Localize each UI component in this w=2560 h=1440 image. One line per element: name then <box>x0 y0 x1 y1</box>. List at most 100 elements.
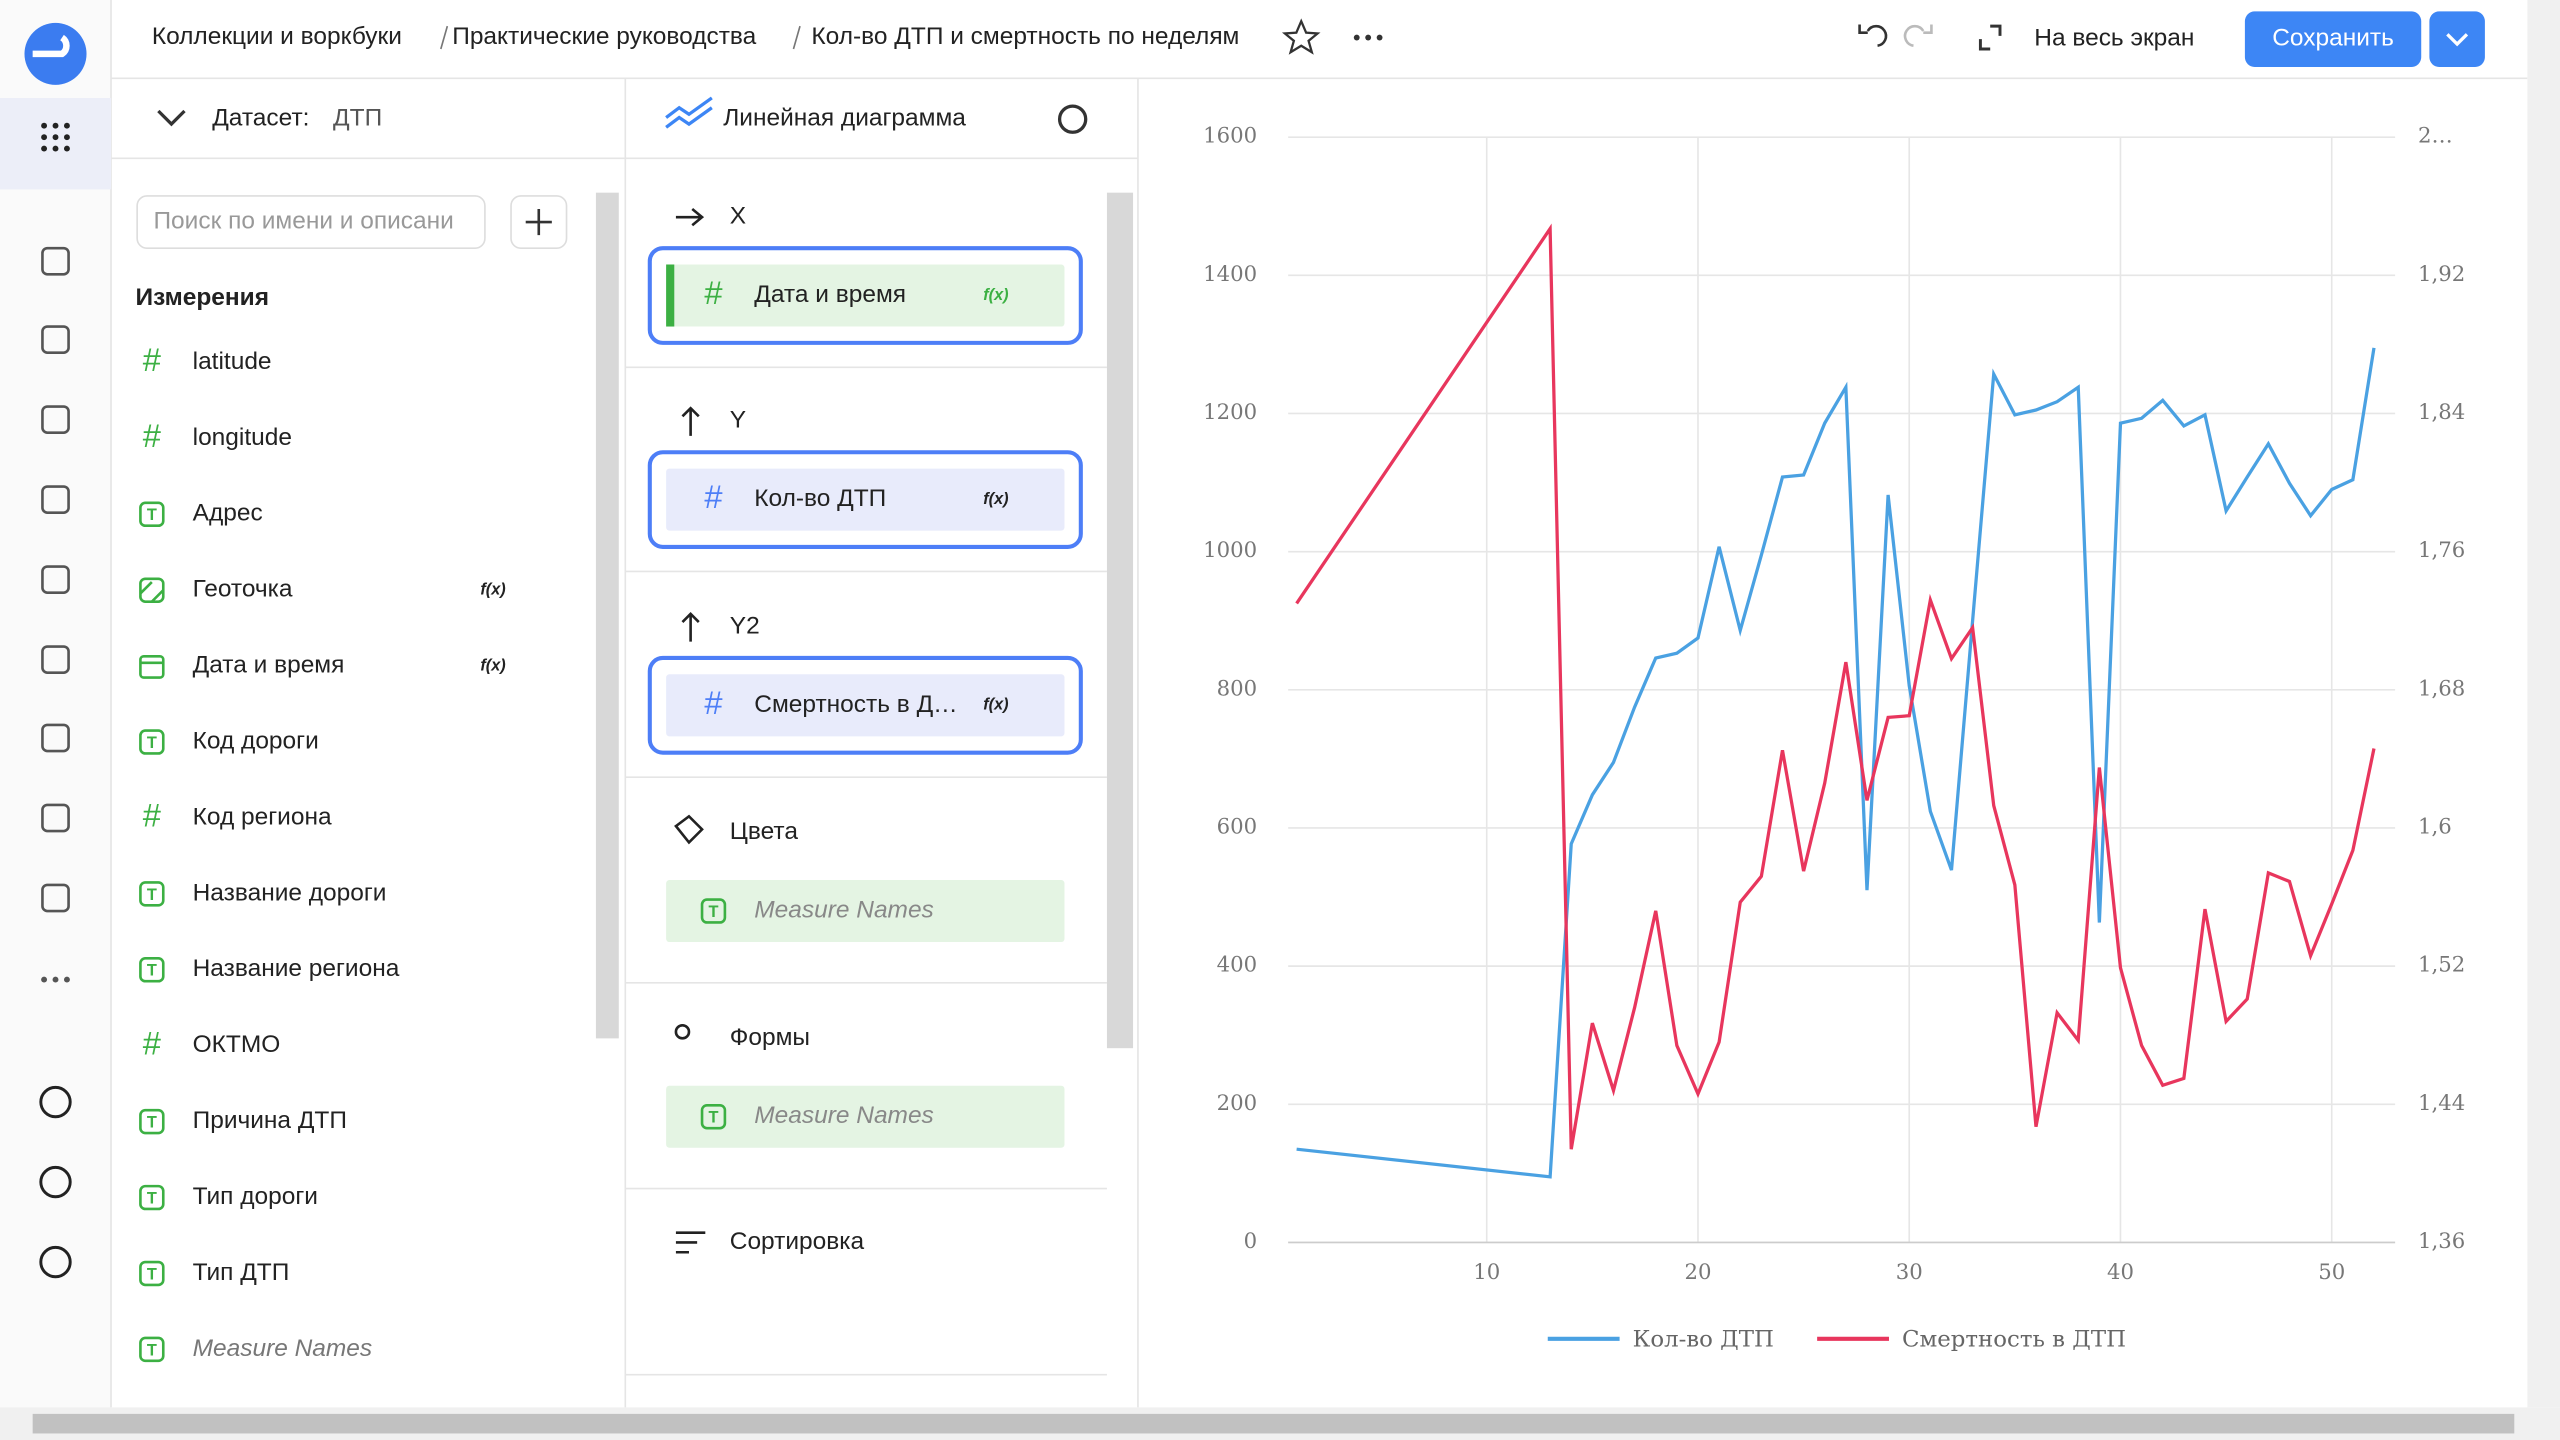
formula-badge: f(x) <box>983 286 1008 304</box>
field-name[interactable]: Measure Names <box>193 1335 373 1362</box>
scroll-thumb[interactable] <box>1106 192 1134 1049</box>
field-icon-frame <box>700 1104 727 1130</box>
redo-icon[interactable] <box>1903 24 1933 48</box>
scroll-thumb[interactable] <box>595 192 619 1039</box>
field-drop-frame <box>647 655 1083 755</box>
field-chip[interactable] <box>666 674 1065 737</box>
y2-tick-label: 1,36 <box>2418 1229 2465 1254</box>
section-title: Сортировка <box>730 1228 865 1255</box>
field-name[interactable]: Геоточка <box>193 576 293 603</box>
field-name[interactable]: longitude <box>193 424 292 451</box>
nav-icon[interactable] <box>41 723 70 753</box>
nav-icon[interactable] <box>41 405 70 434</box>
nav-icon[interactable] <box>41 565 70 594</box>
field-name: Measure Names <box>754 1102 934 1129</box>
nav-icon[interactable] <box>41 485 70 514</box>
chart-type[interactable]: Линейная диаграмма <box>723 105 966 132</box>
field-icon: T <box>147 506 157 524</box>
legend-label[interactable]: Смертность в ДТП <box>1902 1326 2126 1352</box>
nav-more-dot[interactable] <box>41 976 48 983</box>
dataset-name[interactable]: ДТП <box>333 105 382 132</box>
field-name[interactable]: Дата и время <box>193 652 345 679</box>
field-chip[interactable] <box>666 264 1065 327</box>
field-name[interactable]: Адрес <box>193 500 263 527</box>
field-name: Кол-во ДТП <box>754 485 886 512</box>
nav-help[interactable] <box>39 1165 72 1199</box>
search-placeholder: Поиск по имени и описани <box>153 208 453 235</box>
more-icon[interactable] <box>1353 34 1383 41</box>
save-button[interactable] <box>2244 11 2422 67</box>
logo-mark <box>32 34 70 58</box>
series-line <box>1295 223 2376 1150</box>
nav-more-dot[interactable] <box>64 976 70 983</box>
menu-dot <box>52 145 59 152</box>
field-icon: T <box>147 962 157 980</box>
field-chip[interactable] <box>666 1085 1065 1148</box>
fullscreen-button[interactable]: На весь экран <box>2034 25 2194 52</box>
breadcrumb[interactable]: Практические руководства <box>452 23 756 50</box>
field-name[interactable]: Код дороги <box>193 728 319 755</box>
field-icon: # <box>704 478 722 515</box>
nav-icon[interactable] <box>41 645 70 674</box>
menu-dot <box>64 134 70 141</box>
field-name[interactable]: ОКТМО <box>193 1031 281 1058</box>
field-icon: T <box>147 1189 157 1207</box>
scroll-thumb[interactable] <box>32 1413 2515 1434</box>
search-input[interactable] <box>136 195 486 249</box>
section-arrow <box>681 406 700 436</box>
favorite-icon[interactable] <box>1281 18 1321 55</box>
field-drop-frame <box>647 246 1083 345</box>
legend-label[interactable]: Кол-во ДТП <box>1633 1326 1774 1352</box>
field-icon-frame <box>139 957 165 983</box>
field-name[interactable]: Название дороги <box>193 879 387 906</box>
field-chip[interactable] <box>666 880 1065 943</box>
save-menu-button[interactable] <box>2429 11 2485 67</box>
field-name[interactable]: Тип дороги <box>193 1183 318 1210</box>
section-icon <box>674 814 704 845</box>
nav-settings[interactable] <box>39 1245 72 1279</box>
nav-icon[interactable] <box>41 883 70 913</box>
y-tick-label: 1600 <box>1203 124 1257 149</box>
formula-badge: f(x) <box>480 581 505 599</box>
nav-icon[interactable] <box>41 246 70 276</box>
field-name[interactable]: Тип ДТП <box>193 1259 290 1286</box>
nav-bell[interactable] <box>39 1085 72 1119</box>
nav-icon[interactable] <box>41 803 70 833</box>
section-arrow <box>675 207 705 227</box>
field-icon: T <box>708 903 718 921</box>
field-name[interactable]: Причина ДТП <box>193 1107 347 1134</box>
save-label: Сохранить <box>2272 25 2394 52</box>
collapse-icon[interactable] <box>157 109 186 127</box>
y2-tick-label: 1,52 <box>2418 953 2465 978</box>
fullscreen-icon[interactable] <box>1978 24 2002 51</box>
field-name[interactable]: Код региона <box>193 803 332 830</box>
breadcrumb[interactable]: Коллекции и воркбуки <box>152 23 402 50</box>
field-name[interactable]: latitude <box>193 348 272 375</box>
x-tick-label: 30 <box>1896 1260 1923 1285</box>
field-icon: # <box>143 797 161 834</box>
field-icon: T <box>147 1265 157 1283</box>
field-icon-frame <box>700 898 727 924</box>
field-icon: T <box>147 734 157 752</box>
menu-dot <box>41 134 48 141</box>
field-icon: # <box>704 684 722 721</box>
y-tick-label: 600 <box>1217 814 1258 839</box>
nav-more-dot[interactable] <box>52 976 59 983</box>
scrollbar[interactable] <box>2527 0 2560 1408</box>
menu-dot <box>41 122 48 129</box>
field-icon: T <box>147 1114 157 1132</box>
nav-rail <box>0 0 112 1408</box>
menu-dot <box>52 122 59 129</box>
formula-badge: f(x) <box>983 490 1008 508</box>
nav-icon[interactable] <box>41 325 70 354</box>
y-tick-label: 1000 <box>1203 538 1257 563</box>
settings-icon[interactable] <box>1057 104 1088 134</box>
field-name: Смертность в Д… <box>754 691 957 718</box>
field-name[interactable]: Название региона <box>193 955 400 982</box>
field-icon-frame <box>139 1260 165 1287</box>
undo-icon[interactable] <box>1858 24 1888 48</box>
x-tick-label: 40 <box>2107 1260 2134 1285</box>
field-chip[interactable] <box>666 468 1065 531</box>
menu-button[interactable] <box>0 97 112 190</box>
field-drop-frame <box>647 450 1083 549</box>
